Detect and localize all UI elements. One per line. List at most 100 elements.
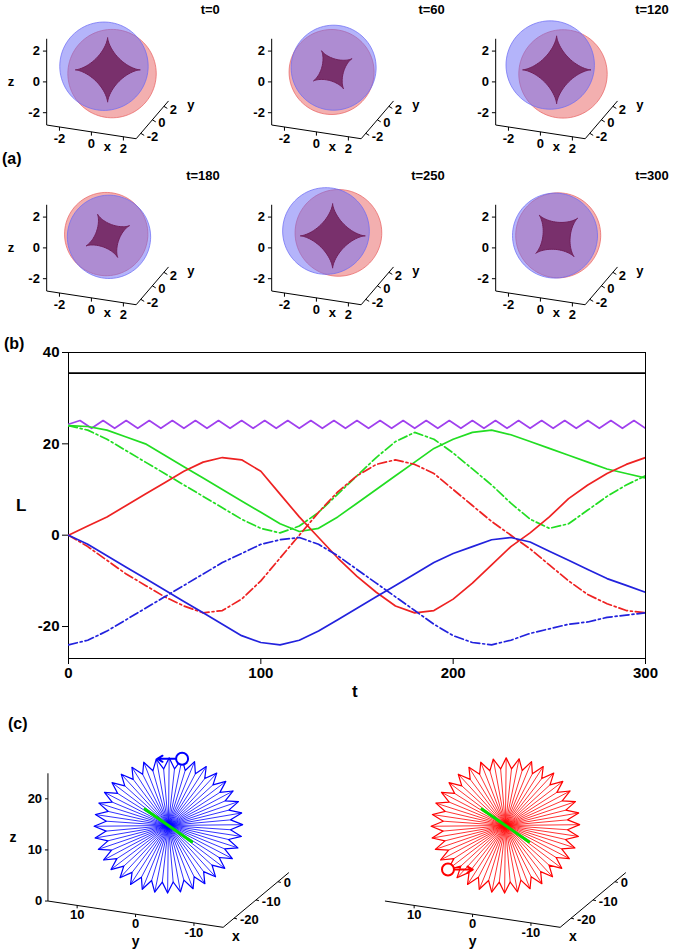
svg-text:-10: -10 [185,925,204,940]
svg-text:-2: -2 [371,295,383,310]
svg-text:-20: -20 [38,617,60,634]
svg-text:x: x [328,139,336,154]
svg-text:-2: -2 [596,295,608,310]
svg-text:0: 0 [383,115,390,130]
svg-text:2: 2 [394,268,401,283]
svg-text:2: 2 [170,268,177,283]
svg-text:-2: -2 [278,131,290,146]
svg-text:y: y [187,262,195,277]
svg-text:x: x [553,139,561,154]
svg-text:x: x [104,139,112,154]
svg-text:2: 2 [619,268,626,283]
svg-text:t=60: t=60 [418,2,444,17]
svg-text:x: x [569,928,577,944]
svg-text:200: 200 [441,664,466,681]
svg-text:x: x [553,305,561,320]
svg-text:-2: -2 [503,131,515,146]
svg-text:0: 0 [482,240,489,255]
svg-text:2: 2 [482,209,489,224]
svg-text:0: 0 [257,240,264,255]
svg-text:0: 0 [383,281,390,296]
svg-text:0: 0 [132,916,139,931]
svg-text:-2: -2 [477,271,489,286]
svg-text:2: 2 [619,102,626,117]
svg-text:0: 0 [33,240,40,255]
svg-text:0: 0 [257,74,264,89]
svg-text:0: 0 [607,115,614,130]
svg-text:x: x [232,928,240,944]
svg-text:0: 0 [312,302,319,317]
svg-text:2: 2 [344,307,351,322]
svg-text:0: 0 [537,302,544,317]
svg-text:100: 100 [248,664,273,681]
svg-text:40: 40 [43,343,60,360]
svg-text:0: 0 [621,875,628,890]
svg-text:t=120: t=120 [635,2,669,17]
svg-text:2: 2 [120,141,127,156]
svg-text:-10: -10 [262,894,281,909]
svg-text:z: z [8,74,15,89]
svg-text:-2: -2 [477,105,489,120]
svg-text:y: y [636,96,644,111]
svg-text:2: 2 [257,43,264,58]
svg-text:x: x [328,305,336,320]
svg-text:-2: -2 [596,129,608,144]
svg-text:0: 0 [88,302,95,317]
svg-text:y: y [412,262,420,277]
svg-text:0: 0 [469,916,476,931]
svg-text:-2: -2 [253,271,265,286]
svg-text:0: 0 [88,136,95,151]
svg-text:-2: -2 [54,131,66,146]
svg-text:x: x [104,305,112,320]
svg-text:-2: -2 [371,129,383,144]
svg-text:2: 2 [482,43,489,58]
svg-text:t=250: t=250 [411,168,445,183]
svg-text:-20: -20 [577,912,596,927]
svg-text:0: 0 [607,281,614,296]
svg-text:-2: -2 [278,297,290,312]
svg-text:-20: -20 [240,912,259,927]
svg-text:2: 2 [394,102,401,117]
svg-text:0: 0 [158,115,165,130]
svg-text:-10: -10 [599,894,618,909]
svg-text:z: z [9,829,16,845]
svg-text:0: 0 [482,74,489,89]
svg-text:t=0: t=0 [201,2,220,17]
svg-text:-10: -10 [522,925,541,940]
svg-text:z: z [8,240,15,255]
svg-text:0: 0 [35,893,42,908]
svg-text:-2: -2 [253,105,265,120]
svg-text:-2: -2 [54,297,66,312]
svg-text:-2: -2 [28,105,40,120]
svg-text:2: 2 [33,209,40,224]
svg-text:0: 0 [537,136,544,151]
svg-text:0: 0 [51,526,59,543]
svg-text:0: 0 [64,664,72,681]
svg-text:-2: -2 [28,271,40,286]
svg-text:0: 0 [158,281,165,296]
svg-text:0: 0 [284,875,291,890]
svg-text:2: 2 [120,307,127,322]
svg-text:2: 2 [569,141,576,156]
svg-text:y: y [636,262,644,277]
svg-text:20: 20 [28,791,42,806]
svg-text:2: 2 [257,209,264,224]
svg-text:2: 2 [170,102,177,117]
svg-text:20: 20 [43,435,60,452]
svg-text:2: 2 [33,43,40,58]
svg-text:10: 10 [70,907,84,922]
svg-text:y: y [412,96,420,111]
svg-text:10: 10 [407,907,421,922]
svg-text:-2: -2 [503,297,515,312]
svg-text:0: 0 [312,136,319,151]
svg-text:10: 10 [28,842,42,857]
svg-text:t=300: t=300 [635,168,669,183]
svg-text:-2: -2 [147,295,159,310]
svg-text:t=180: t=180 [186,168,220,183]
svg-text:-2: -2 [147,129,159,144]
svg-text:2: 2 [344,141,351,156]
svg-text:300: 300 [633,664,658,681]
svg-text:0: 0 [33,74,40,89]
svg-text:y: y [187,96,195,111]
svg-text:y: y [469,933,477,949]
